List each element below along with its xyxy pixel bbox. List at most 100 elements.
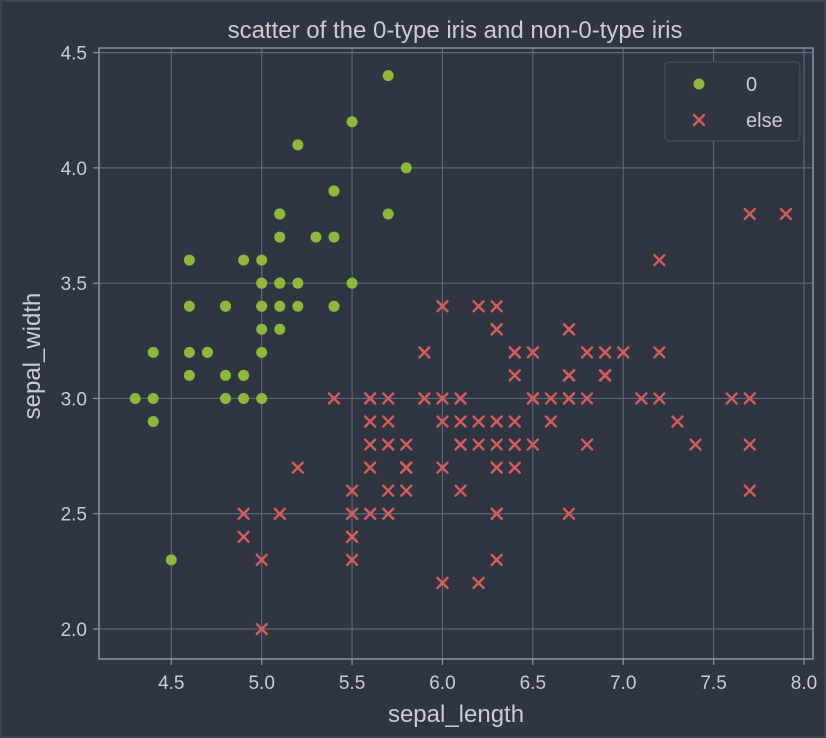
point-else <box>490 323 503 336</box>
point-else <box>418 392 431 405</box>
point-else <box>345 530 359 543</box>
point-0 <box>256 323 268 335</box>
x-stroke <box>617 346 630 359</box>
point-0 <box>147 392 159 404</box>
x-stroke <box>382 392 395 405</box>
x-stroke <box>363 415 377 428</box>
point-0 <box>274 277 286 289</box>
point-else <box>743 207 756 221</box>
x-stroke <box>692 113 706 127</box>
point-0 <box>129 392 141 404</box>
data-points <box>129 70 793 636</box>
point-0 <box>238 254 250 266</box>
x-stroke <box>436 415 449 428</box>
x-stroke <box>490 553 503 567</box>
y-tick-label: 3.0 <box>61 389 87 410</box>
x-stroke <box>363 438 377 451</box>
x-stroke <box>508 438 521 451</box>
point-else <box>382 392 395 405</box>
x-stroke <box>345 553 359 567</box>
point-else <box>363 438 377 451</box>
x-stroke <box>580 438 594 451</box>
x-stroke <box>400 461 413 474</box>
point-0 <box>256 392 268 404</box>
x-tick-label: 4.5 <box>158 673 184 694</box>
x-stroke <box>490 461 503 474</box>
point-else <box>454 392 467 405</box>
point-0 <box>274 300 286 312</box>
y-tick-label: 3.5 <box>61 274 87 295</box>
point-else <box>237 530 250 543</box>
x-stroke <box>562 507 576 520</box>
point-else <box>454 415 467 428</box>
point-0 <box>183 346 195 358</box>
x-stroke <box>508 461 521 474</box>
x-stroke <box>472 576 485 590</box>
point-else <box>273 507 286 520</box>
point-0 <box>274 208 286 220</box>
x-stroke <box>363 461 377 474</box>
point-else <box>327 392 341 405</box>
x-stroke <box>345 484 359 497</box>
point-0 <box>256 277 268 289</box>
x-stroke <box>363 392 377 405</box>
point-else <box>363 415 377 428</box>
x-tick-label: 6.0 <box>429 673 455 694</box>
legend-label-0: 0 <box>746 74 757 96</box>
x-stroke <box>562 369 576 382</box>
x-stroke <box>472 438 485 451</box>
point-0 <box>274 231 286 243</box>
x-stroke <box>526 438 540 451</box>
point-else <box>743 484 756 497</box>
point-else <box>725 392 738 405</box>
point-else <box>382 507 395 520</box>
legend-x-glyph <box>692 113 706 127</box>
x-tick-label: 6.5 <box>520 673 546 694</box>
x-stroke <box>580 392 594 405</box>
x-stroke <box>400 484 413 497</box>
point-else <box>454 484 467 497</box>
point-0 <box>274 323 286 335</box>
point-else <box>345 484 359 497</box>
x-tick-label: 8.0 <box>791 673 817 694</box>
point-else <box>562 392 576 405</box>
x-stroke <box>454 484 467 497</box>
x-tick-label: 7.0 <box>610 673 636 694</box>
point-0 <box>292 139 304 151</box>
plot-area-border <box>98 47 814 660</box>
point-0 <box>256 346 268 358</box>
x-stroke <box>436 576 449 590</box>
x-stroke <box>255 622 268 636</box>
point-else <box>653 346 666 359</box>
x-stroke <box>291 461 305 474</box>
x-stroke <box>725 392 738 405</box>
point-else <box>436 576 449 590</box>
point-0 <box>292 300 304 312</box>
point-0 <box>346 277 358 289</box>
x-stroke <box>598 346 612 359</box>
grid-lines <box>99 48 813 659</box>
point-else <box>363 507 377 520</box>
point-0 <box>220 369 232 381</box>
point-else <box>562 507 576 520</box>
point-else <box>743 392 756 405</box>
x-stroke <box>237 530 250 543</box>
point-else <box>653 392 666 405</box>
point-else <box>653 253 666 267</box>
x-tick-label: 5.0 <box>248 673 274 694</box>
point-else <box>454 438 467 451</box>
legend-x-marker <box>692 113 706 127</box>
x-stroke <box>743 207 756 221</box>
point-else <box>345 507 359 520</box>
point-0 <box>220 392 232 404</box>
point-else <box>508 369 521 382</box>
point-else <box>237 507 250 520</box>
x-stroke <box>345 530 359 543</box>
point-else <box>418 346 431 359</box>
x-stroke <box>436 300 449 313</box>
point-else <box>544 415 558 428</box>
point-0 <box>256 300 268 312</box>
point-else <box>508 461 521 474</box>
point-else <box>689 438 702 451</box>
x-stroke <box>382 415 395 428</box>
